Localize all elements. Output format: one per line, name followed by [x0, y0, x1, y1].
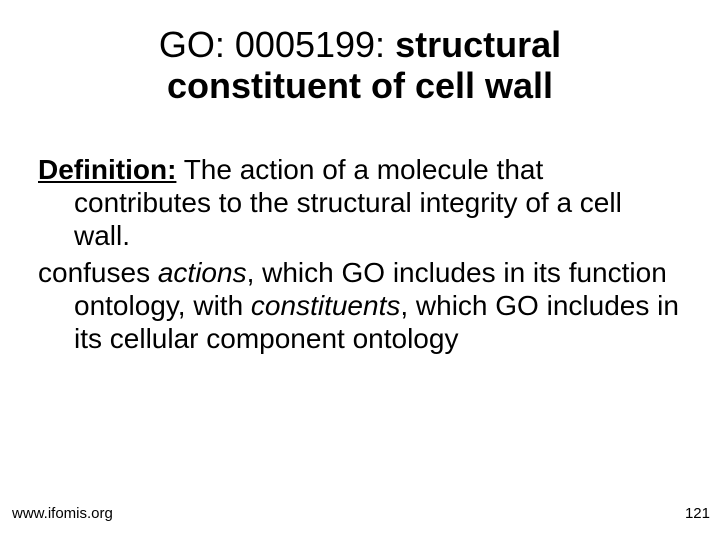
page-number: 121: [685, 505, 710, 522]
footer-url: www.ifomis.org: [12, 505, 113, 522]
p2-italic-actions: actions: [158, 257, 247, 288]
slide-body: Definition: The action of a molecule tha…: [38, 153, 682, 355]
p2-italic-constituents: constituents: [251, 290, 400, 321]
definition-label: Definition:: [38, 154, 176, 185]
p2-text-a: confuses: [38, 257, 158, 288]
definition-paragraph: Definition: The action of a molecule tha…: [38, 153, 682, 252]
slide: GO: 0005199: structural constituent of c…: [0, 0, 720, 540]
slide-title: GO: 0005199: structural constituent of c…: [38, 24, 682, 107]
commentary-paragraph: confuses actions, which GO includes in i…: [38, 256, 682, 355]
title-prefix: GO: 0005199:: [159, 24, 395, 65]
